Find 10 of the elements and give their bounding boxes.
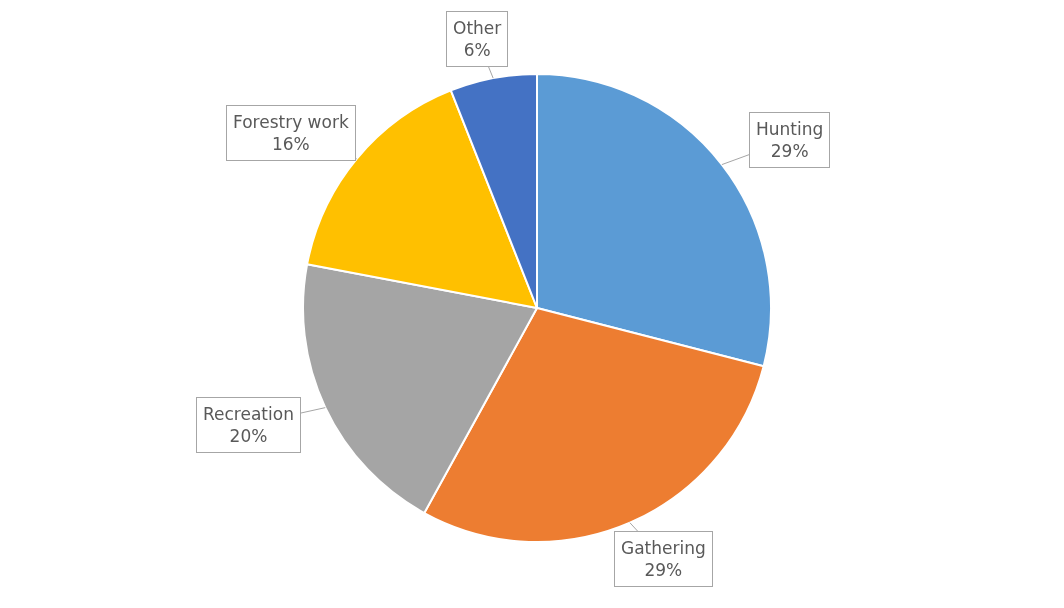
slice-label: Forestry work: [233, 112, 349, 132]
data-label: 29%: [644, 560, 683, 581]
slice-label: Gathering: [621, 538, 706, 558]
data-label: 16%: [271, 134, 310, 155]
slice-label: Other: [453, 18, 502, 38]
data-label: 6%: [463, 40, 491, 61]
slice-label: Recreation: [203, 404, 294, 424]
data-label: 29%: [770, 141, 809, 162]
data-label: 20%: [229, 426, 268, 447]
slice-label: Hunting: [756, 119, 824, 139]
